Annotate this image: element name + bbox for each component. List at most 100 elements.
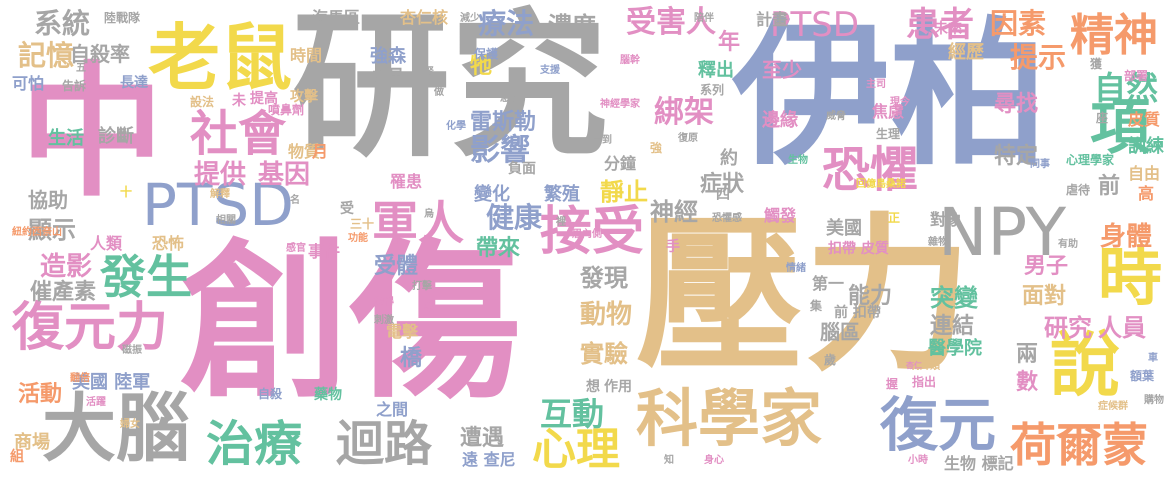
word-tubian: 突變	[930, 284, 978, 312]
word-hudong: 互動	[540, 395, 605, 433]
word-shengli: 生理	[876, 127, 901, 141]
word-xinli: 心理	[532, 424, 620, 475]
word-shiyan: 實驗	[580, 340, 628, 368]
word-kexuejia: 科學家	[636, 382, 823, 455]
word-biande: 變得	[374, 297, 394, 308]
word-jingshen: 精神	[1070, 10, 1158, 61]
word-zhengzhuang: 症狀	[700, 172, 745, 197]
word-jieshi: 解釋	[210, 189, 230, 200]
word-qiao: 橋	[400, 346, 423, 371]
word-nengli: 能力	[848, 284, 893, 309]
word-teding: 特定	[994, 144, 1039, 169]
word-ta: 牠	[470, 54, 493, 79]
word-yanjiu: 研究	[292, 0, 608, 179]
word-huo: 獲	[1090, 57, 1103, 71]
word-lihuan: 罹患	[390, 172, 423, 191]
word-ciji: 刺激	[374, 315, 394, 326]
word-haimaqu: 海馬區	[312, 8, 361, 27]
word-shouhairen: 受害人	[626, 5, 716, 40]
word-ji: 集	[810, 299, 823, 313]
word-bangjia: 綁架	[654, 95, 714, 130]
word-zisha: 自殺	[258, 387, 283, 401]
word-shenjingxuejia: 神經學家	[600, 99, 640, 110]
word-zheng: 正	[888, 211, 901, 225]
word-xiangguan: 相關	[216, 215, 236, 226]
word-naoqu: 腦區	[820, 320, 860, 344]
word-shi: 時	[1098, 241, 1162, 315]
word-xiezhu: 協助	[28, 188, 68, 212]
word-xingren: 杏仁	[906, 361, 922, 370]
word-jixing: 急性	[500, 93, 520, 104]
word-zuo: 座	[1096, 111, 1109, 125]
word-xiaoshi: 小時	[908, 455, 928, 466]
word-dongwu: 動物	[580, 300, 633, 330]
word-meiguo: 美國	[826, 218, 862, 239]
word-eye: 額葉	[1130, 369, 1155, 383]
word-shangchang: 商場	[14, 432, 50, 453]
word-shengwu-biaoji: 生物 標記	[944, 454, 1014, 473]
word-duixiang: 對象	[930, 210, 963, 229]
word-xiang: 想	[586, 379, 600, 395]
word-qiang: 強	[650, 141, 663, 155]
word-shijian2: 事件	[308, 242, 341, 261]
word-qian: 前	[1098, 174, 1121, 199]
word-jia: 家	[424, 303, 434, 314]
word-kongbu: 恐怖	[152, 234, 185, 253]
word-fanzhi: 繁殖	[544, 184, 580, 205]
word-baohu: 保護	[474, 47, 499, 61]
word-zishalv: 自殺率	[70, 42, 130, 66]
word-heermeng: 荷爾蒙	[1010, 418, 1148, 472]
word-laoshu: 老鼠	[148, 16, 293, 100]
word-zawu: 雜物	[928, 237, 948, 248]
word-miandui: 面對	[1022, 284, 1067, 309]
word-tongshi: 同事	[1030, 159, 1050, 170]
word-jianshao: 減少	[460, 13, 480, 24]
word-tishi: 提示	[1010, 41, 1067, 74]
word-liliang: 力量	[372, 66, 405, 85]
word-qingxu: 情緒	[786, 263, 806, 274]
word-jieshou: 接受	[540, 202, 645, 262]
word-penbiji: 噴鼻劑	[268, 103, 305, 117]
word-huoyue: 活躍	[86, 397, 106, 408]
word-shenxin: 身心	[704, 455, 724, 466]
word-fuyuanli: 復元力	[12, 298, 169, 358]
word-nuedai: 虐待	[1066, 183, 1091, 197]
word-niao: 烏	[424, 209, 434, 220]
word-bushu: 部署	[1124, 69, 1149, 83]
word-cuichansu: 催產素	[30, 280, 97, 305]
word-yingxiang: 影響	[470, 133, 530, 168]
word-gongji: 攻擊	[290, 89, 318, 105]
word-zu: 組	[10, 449, 24, 465]
word-wu: 五	[76, 63, 86, 74]
word-gaosu: 告訴	[62, 79, 87, 93]
word-huilu: 迴路	[336, 416, 433, 472]
word-zaoying: 造影	[40, 252, 93, 282]
word-tigao: 提高	[250, 91, 278, 107]
word-shenghuo: 生活	[48, 128, 84, 149]
word-yinsu: 因素	[990, 7, 1047, 40]
word-qiangsen: 強森	[370, 46, 406, 67]
word-xitong: 系統	[34, 7, 91, 40]
word-xingrenhe: 杏仁核	[400, 8, 449, 27]
word-zhi: 知	[664, 455, 674, 466]
word-junren: 軍人	[372, 196, 464, 250]
word-ptsd-pink: PTSD	[770, 5, 860, 45]
word-ziran: 自然	[1094, 69, 1159, 107]
word-liang: 兩	[1016, 342, 1039, 367]
word-shefa: 設法	[190, 95, 215, 109]
word-ziyou: 自由	[1128, 164, 1161, 183]
word-xianjin: 現今	[890, 97, 910, 108]
word-shenjing: 神經	[650, 198, 698, 226]
word-yaowu: 藥物	[314, 387, 342, 403]
word-huanzhe: 患者	[906, 5, 974, 45]
word-xinlixuejia: 心理學家	[1066, 153, 1115, 167]
word-dailai: 帶來	[476, 236, 521, 261]
word-kongjugan: 恐懼感	[712, 213, 742, 224]
word-jiankang: 健康	[486, 201, 543, 234]
word-jiyin: 基因	[258, 160, 311, 190]
word-koudai-pizhi: 扣帶 皮質	[828, 241, 889, 257]
word-fumian: 負面	[508, 161, 536, 177]
word-funv: 婦女	[120, 419, 140, 430]
word-yixueyuan: 醫學院	[928, 338, 982, 359]
word-kepa: 可怕	[12, 74, 45, 93]
